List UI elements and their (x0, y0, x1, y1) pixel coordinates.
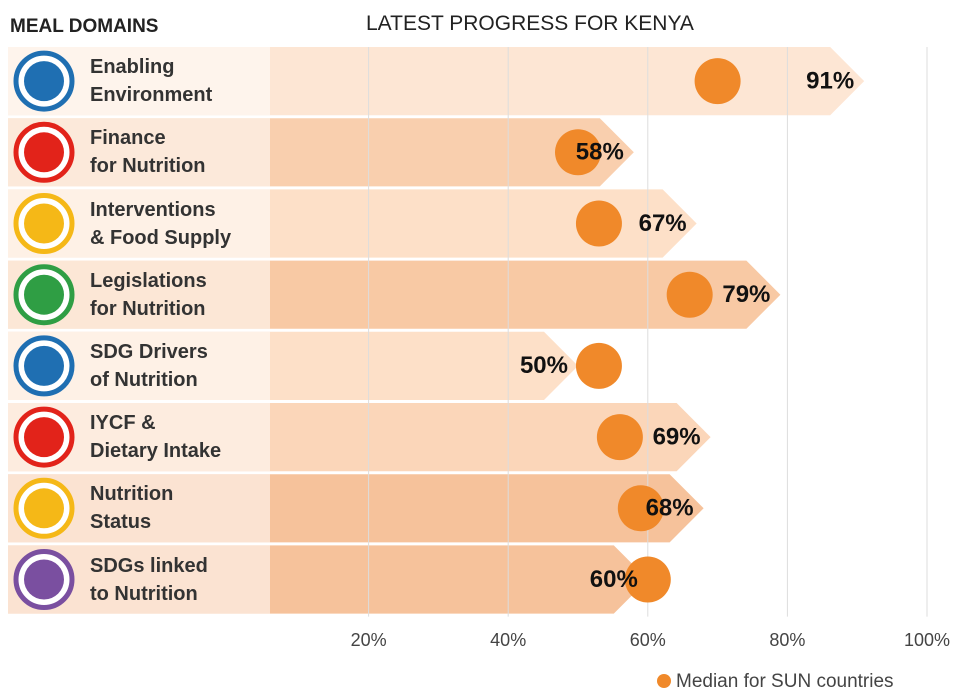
median-marker (555, 129, 601, 176)
median-marker (575, 200, 622, 247)
value-label: 68% (646, 495, 694, 522)
median-marker (624, 556, 671, 603)
category-label: Enabling Environment (90, 56, 213, 107)
legend-label: Median for SUN countries (676, 671, 894, 690)
value-label: 79% (722, 281, 770, 308)
header: MEAL DOMAINS (10, 16, 159, 37)
icon-core (24, 345, 64, 386)
icon-core (24, 488, 64, 529)
x-tick-label: 60% (630, 630, 666, 650)
value-label: 58% (576, 139, 624, 166)
value-label: 50% (520, 352, 568, 379)
value-label: 91% (806, 67, 854, 94)
icon-core (24, 559, 64, 600)
median-marker (666, 271, 713, 318)
icon-core (24, 61, 64, 102)
category-label: Nutrition Status (90, 483, 174, 534)
category-label: SDG Drivers of Nutrition (90, 340, 208, 391)
value-label: 69% (653, 423, 701, 450)
chart-title: LATEST PROGRESS FOR KENYA (366, 12, 694, 35)
value-label: 67% (639, 210, 687, 237)
x-tick-label: 20% (351, 630, 387, 650)
legend-marker (657, 674, 671, 688)
x-tick-label: 100% (904, 630, 950, 650)
icon-core (24, 203, 64, 244)
icon-core (24, 417, 64, 458)
category-label: Finance for Nutrition (90, 127, 206, 178)
median-marker (617, 485, 664, 532)
median-marker (694, 58, 741, 105)
category-label: SDGs linked to Nutrition (90, 554, 208, 605)
x-tick-label: 80% (769, 630, 805, 650)
value-label: 60% (590, 566, 638, 593)
x-tick-label: 40% (490, 630, 526, 650)
median-marker (575, 342, 622, 389)
category-label: Legislations for Nutrition (90, 269, 207, 320)
median-marker (596, 414, 643, 461)
icon-core (24, 132, 64, 173)
category-label: Interventions & Food Supply (90, 198, 232, 249)
icon-core (24, 274, 64, 315)
category-label: IYCF & Dietary Intake (90, 412, 222, 463)
